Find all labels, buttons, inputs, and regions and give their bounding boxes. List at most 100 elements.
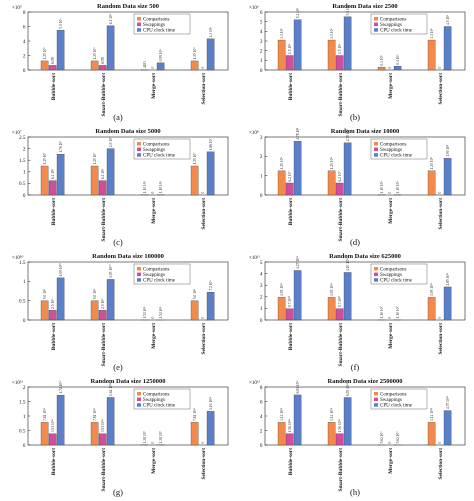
panel-label: (f) xyxy=(351,362,360,372)
y-tick-label: 0 xyxy=(260,318,263,324)
bar xyxy=(56,277,65,321)
bar-value-label: 5.2 10⁶ xyxy=(296,7,300,18)
bar-value-label: 1.72 10¹² xyxy=(59,381,63,394)
legend-label: Swappings xyxy=(143,23,165,28)
bar-value-label: 1.25 10⁵ xyxy=(43,47,47,60)
legend-label: Comparisons xyxy=(143,267,169,272)
bar-value-label: 0.99 10⁵ xyxy=(159,49,163,62)
bar xyxy=(206,151,215,196)
bar-value-label: 6.2 10⁷ xyxy=(338,171,342,182)
y-tick-label: 2.5 xyxy=(19,135,26,141)
legend-label: CPU clock time xyxy=(143,279,176,284)
bar xyxy=(106,397,115,446)
legend-swatch xyxy=(137,272,141,277)
bar xyxy=(106,25,115,71)
x-tick-label: Selection-sort xyxy=(438,73,444,105)
bar-value-label: 1.38 10⁷ xyxy=(143,430,147,443)
x-tick-label: Smart-Bubble-sort xyxy=(338,323,344,367)
y-tick-label: 0 xyxy=(260,68,263,74)
x-tick-label: Smart-Bubble-sort xyxy=(338,198,344,242)
bar-value-label: 5.0 10⁹ xyxy=(193,288,197,299)
chart-panel: Random Data size 5000 ×10⁷ 0 0.5 1 1.5 2 2.5 1.2… xyxy=(12,128,229,247)
bar xyxy=(40,165,49,196)
bar xyxy=(427,297,436,321)
bar xyxy=(327,170,336,196)
y-tick-label: 0.5 xyxy=(19,428,26,434)
bar xyxy=(56,29,65,71)
legend-label: Comparisons xyxy=(143,392,169,397)
x-tick-label: Merge-sort xyxy=(151,73,157,99)
bar-value-label: 6.2 10⁶ xyxy=(51,168,55,179)
bar xyxy=(206,411,215,446)
x-tick-label: Smart-Bubble-sort xyxy=(338,73,344,117)
y-tick-label: 3 xyxy=(260,283,263,289)
y-tick-label: 0 xyxy=(23,443,26,449)
legend-label: CPU clock time xyxy=(380,29,413,34)
chart-panel: Random Data size 625000 ×10¹¹ 0 1 2 3 4 5 1.95 1… xyxy=(249,253,466,372)
bar-value-label: 0 xyxy=(201,317,205,319)
bar xyxy=(156,62,165,71)
panel-label: (c) xyxy=(113,237,123,247)
bar-value-label: 0.3 10⁵ xyxy=(380,55,384,66)
legend-label: CPU clock time xyxy=(380,279,413,284)
bar-value-label: 6.2 10⁷ xyxy=(288,171,292,182)
bar-value-label: 1.10 10⁵ xyxy=(143,180,147,193)
bar-value-label: 5.62 10⁷ xyxy=(380,431,384,444)
y-tick-label: 4 xyxy=(23,39,26,45)
bar xyxy=(343,142,352,196)
bar xyxy=(40,60,49,71)
bar xyxy=(190,60,199,71)
panel-label: (e) xyxy=(113,362,123,372)
bar-value-label: 3.1 10⁶ xyxy=(280,28,284,39)
x-tick-label: Merge-sort xyxy=(388,323,394,349)
bar-value-label: 3.91 10¹¹ xyxy=(101,419,105,432)
bar-value-label: 1.64 10¹² xyxy=(109,383,113,396)
bar-value-label: 1.95 10¹¹ xyxy=(330,283,334,296)
bar-value-label: 4493 xyxy=(143,61,147,68)
bar xyxy=(40,422,49,446)
y-tick-label: 5 xyxy=(260,19,263,25)
panel-label: (d) xyxy=(350,237,360,247)
y-tick-label: 1 xyxy=(23,170,26,176)
bar xyxy=(335,55,344,71)
axis-exponent: ×10⁷ xyxy=(12,130,22,136)
bar xyxy=(343,397,352,446)
legend-label: Swappings xyxy=(143,148,165,153)
bar xyxy=(190,165,199,196)
bar xyxy=(206,292,215,321)
x-tick-label: Merge-sort xyxy=(388,73,394,99)
bar-value-label: 0 xyxy=(201,192,205,194)
x-tick-label: Selection-sort xyxy=(201,198,207,230)
bar-value-label: 5.62 10⁷ xyxy=(396,431,400,444)
bar xyxy=(90,165,99,196)
x-tick-label: Bubble-sort xyxy=(288,198,294,225)
legend-swatch xyxy=(374,142,378,146)
axis-exponent: ×10¹¹ xyxy=(249,255,260,261)
legend-swatch xyxy=(374,28,378,32)
bar xyxy=(427,170,436,196)
bar-value-label: 3.12 10¹² xyxy=(430,408,434,421)
y-tick-label: 0 xyxy=(23,68,26,74)
y-tick-label: 2 xyxy=(260,295,263,301)
x-tick-label: Merge-sort xyxy=(151,323,157,349)
bar xyxy=(335,182,344,196)
bar xyxy=(98,310,107,321)
bar xyxy=(293,19,302,71)
bar xyxy=(106,279,115,321)
bar xyxy=(90,300,99,321)
y-tick-label: 0 xyxy=(23,318,26,324)
x-tick-label: Bubble-sort xyxy=(51,448,57,475)
bar xyxy=(98,433,107,446)
legend-label: CPU clock time xyxy=(380,154,413,159)
legend-box xyxy=(133,388,191,410)
bar xyxy=(285,433,294,446)
y-tick-label: 6 xyxy=(260,399,263,405)
y-tick-label: 1.5 xyxy=(19,260,26,266)
legend-label: CPU clock time xyxy=(143,29,176,34)
legend-box xyxy=(370,13,428,35)
bar xyxy=(277,170,286,196)
legend-label: Comparisons xyxy=(380,142,406,147)
bar-value-label: 7.81 10¹¹ xyxy=(193,408,197,421)
legend-swatch xyxy=(374,147,378,152)
legend-swatch xyxy=(137,278,141,282)
